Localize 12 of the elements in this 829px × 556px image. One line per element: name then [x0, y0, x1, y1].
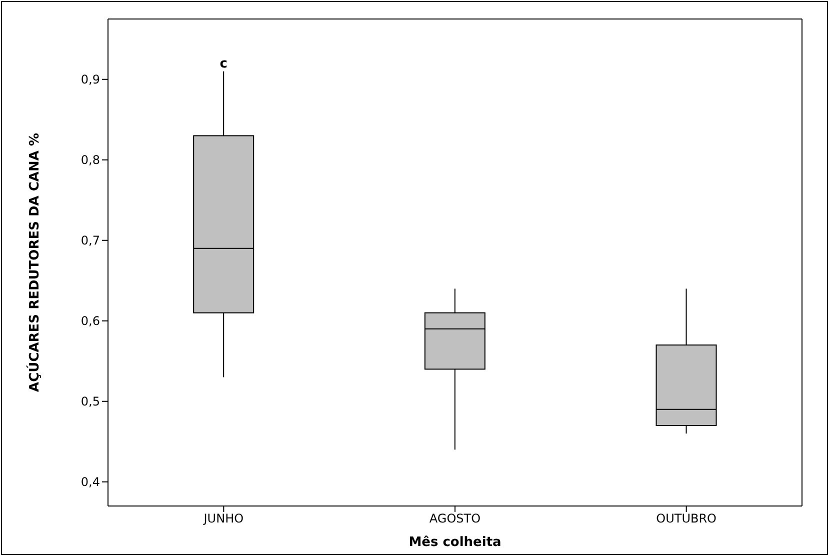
y-axis-title: AÇÚCARES REDUTORES DA CANA %	[26, 133, 43, 392]
y-tick-label: 0,9	[80, 72, 100, 87]
annotation: c	[220, 56, 228, 72]
y-tick-label: 0,5	[80, 394, 100, 409]
x-axis-title: Mês colheita	[408, 535, 502, 550]
y-tick-label: 0,7	[80, 234, 100, 248]
x-tick-label: OUTUBRO	[656, 512, 717, 526]
x-tick-label: JUNHO	[202, 512, 244, 526]
y-tick-label: 0,4	[80, 475, 100, 490]
y-tick-label: 0,8	[80, 153, 100, 168]
y-tick-label: 0,6	[80, 314, 100, 328]
x-tick-label: AGOSTO	[429, 512, 481, 526]
